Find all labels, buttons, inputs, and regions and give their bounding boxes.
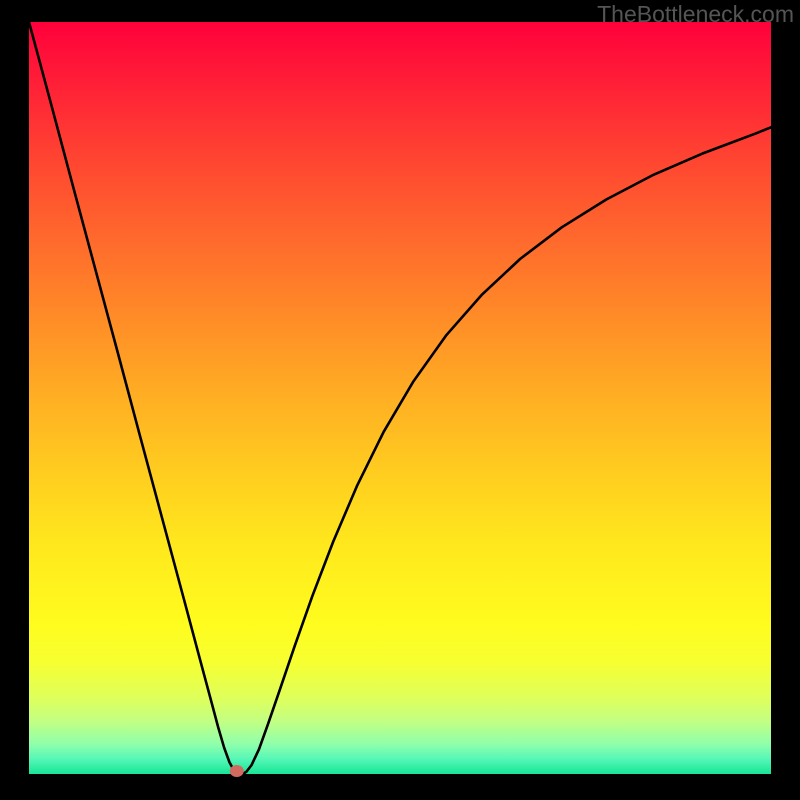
chart-container: TheBottleneck.com xyxy=(0,0,800,800)
chart-svg xyxy=(0,0,800,800)
minimum-marker xyxy=(230,765,244,777)
plot-background xyxy=(29,22,771,774)
watermark-text: TheBottleneck.com xyxy=(597,1,794,28)
